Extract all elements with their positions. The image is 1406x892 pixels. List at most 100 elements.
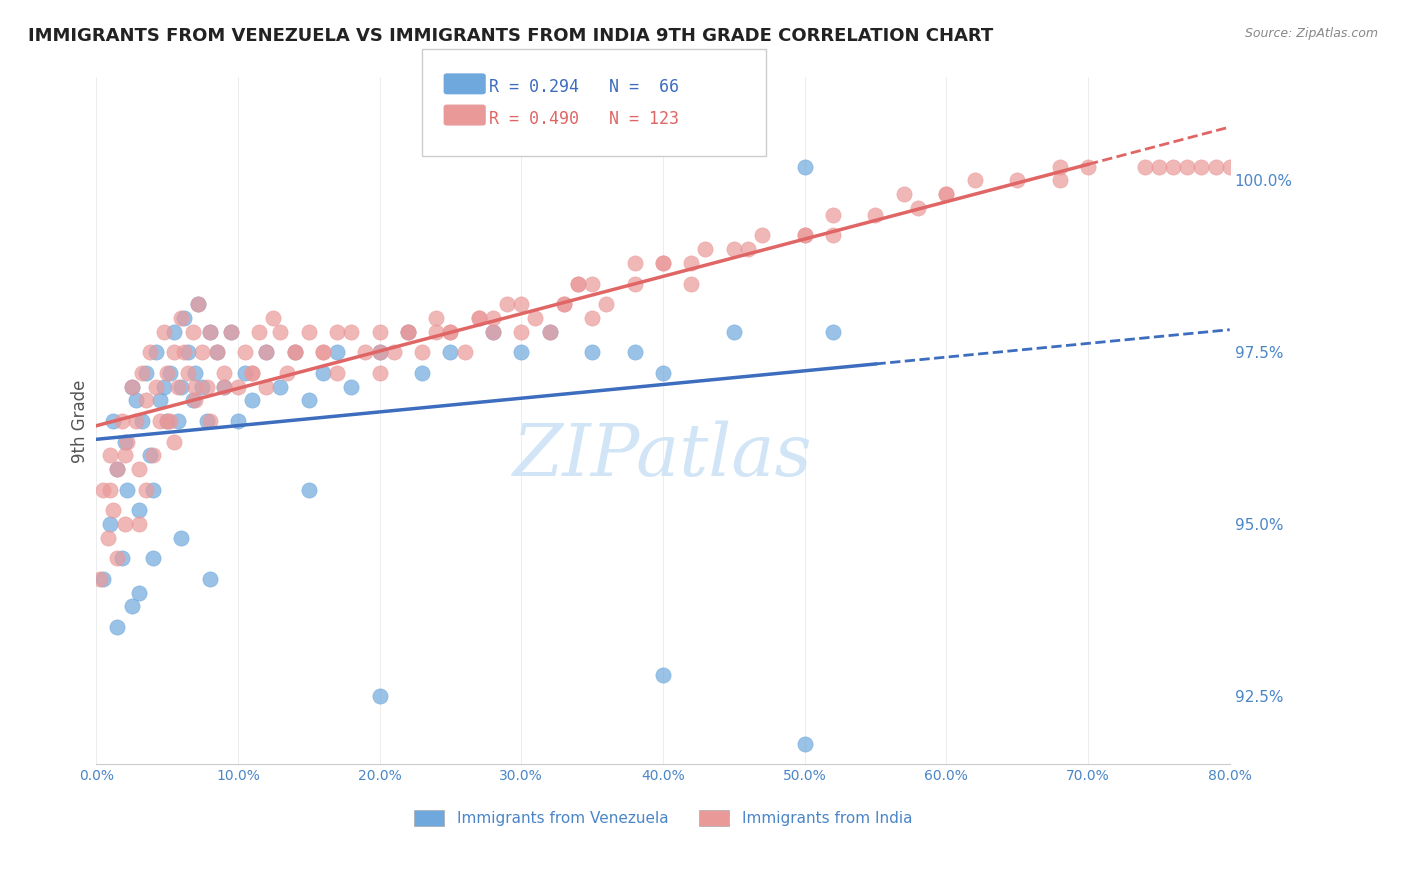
Point (135, 483, 157, 497)
Text: Source: ZipAtlas.com: Source: ZipAtlas.com (1244, 27, 1378, 40)
Point (149, 393, 172, 408)
Point (212, 366, 235, 380)
Point (623, 256, 645, 270)
Point (326, 366, 349, 380)
Point (89, 572, 111, 586)
Point (114, 516, 136, 531)
Point (212, 379, 235, 393)
Point (411, 366, 433, 380)
Point (567, 277, 589, 291)
Text: IMMIGRANTS FROM VENEZUELA VS IMMIGRANTS FROM INDIA 9TH GRADE CORRELATION CHART: IMMIGRANTS FROM VENEZUELA VS IMMIGRANTS … (28, 27, 994, 45)
Legend: Immigrants from Venezuela, Immigrants from India: Immigrants from Venezuela, Immigrants fr… (408, 805, 918, 832)
Point (326, 345, 349, 359)
Point (1049, 173, 1071, 187)
Point (91, 572, 114, 586)
Point (135, 366, 157, 380)
Point (125, 414, 148, 428)
Point (1077, 160, 1099, 174)
Point (170, 379, 193, 393)
Point (117, 483, 139, 497)
Point (751, 228, 773, 243)
Point (524, 310, 547, 325)
Point (149, 414, 172, 428)
Point (283, 345, 305, 359)
Point (581, 345, 603, 359)
Point (159, 366, 181, 380)
Point (1189, 160, 1212, 174)
Point (135, 393, 157, 408)
Point (177, 366, 200, 380)
Point (240, 366, 263, 380)
Point (170, 310, 193, 325)
Point (121, 379, 143, 393)
Point (411, 345, 433, 359)
Point (107, 620, 129, 634)
Point (368, 366, 391, 380)
Point (262, 310, 284, 325)
Point (184, 393, 207, 408)
Point (254, 345, 277, 359)
Point (737, 242, 759, 256)
Point (276, 366, 298, 380)
Point (298, 325, 321, 339)
Point (269, 325, 291, 339)
Point (125, 393, 148, 408)
Point (163, 325, 186, 339)
Point (98, 516, 121, 531)
Point (652, 668, 675, 682)
Point (439, 325, 461, 339)
Point (623, 345, 645, 359)
Point (184, 379, 207, 393)
Point (340, 325, 363, 339)
Point (142, 448, 165, 462)
Point (1049, 160, 1071, 174)
Point (1005, 173, 1028, 187)
Point (439, 345, 461, 359)
Point (107, 462, 129, 476)
Point (312, 345, 335, 359)
Point (111, 551, 134, 566)
Point (233, 345, 256, 359)
Point (153, 379, 176, 393)
Point (121, 599, 143, 614)
Point (226, 414, 249, 428)
Point (1219, 160, 1241, 174)
Point (117, 434, 139, 449)
Point (283, 345, 305, 359)
Point (652, 366, 675, 380)
Point (935, 187, 957, 202)
Point (103, 503, 125, 517)
Point (177, 345, 200, 359)
Point (163, 345, 186, 359)
Point (96, 531, 118, 545)
Point (131, 414, 153, 428)
Text: ZIPatlas: ZIPatlas (513, 420, 813, 491)
Point (247, 325, 270, 339)
Text: R = 0.490   N = 123: R = 0.490 N = 123 (489, 110, 679, 128)
Point (538, 325, 561, 339)
Point (139, 448, 162, 462)
Point (159, 414, 181, 428)
Point (340, 379, 363, 393)
Point (145, 345, 167, 359)
Point (425, 325, 447, 339)
Point (1161, 160, 1184, 174)
Point (1175, 160, 1198, 174)
Point (368, 325, 391, 339)
Point (131, 366, 153, 380)
Point (298, 483, 321, 497)
Point (114, 448, 136, 462)
Point (114, 434, 136, 449)
Point (195, 414, 218, 428)
Point (219, 325, 242, 339)
Point (553, 297, 575, 311)
Point (368, 345, 391, 359)
Point (963, 173, 986, 187)
Point (198, 325, 221, 339)
Point (212, 379, 235, 393)
Point (187, 297, 209, 311)
Point (368, 689, 391, 703)
Point (793, 737, 815, 751)
Point (893, 187, 915, 202)
Point (128, 585, 150, 599)
